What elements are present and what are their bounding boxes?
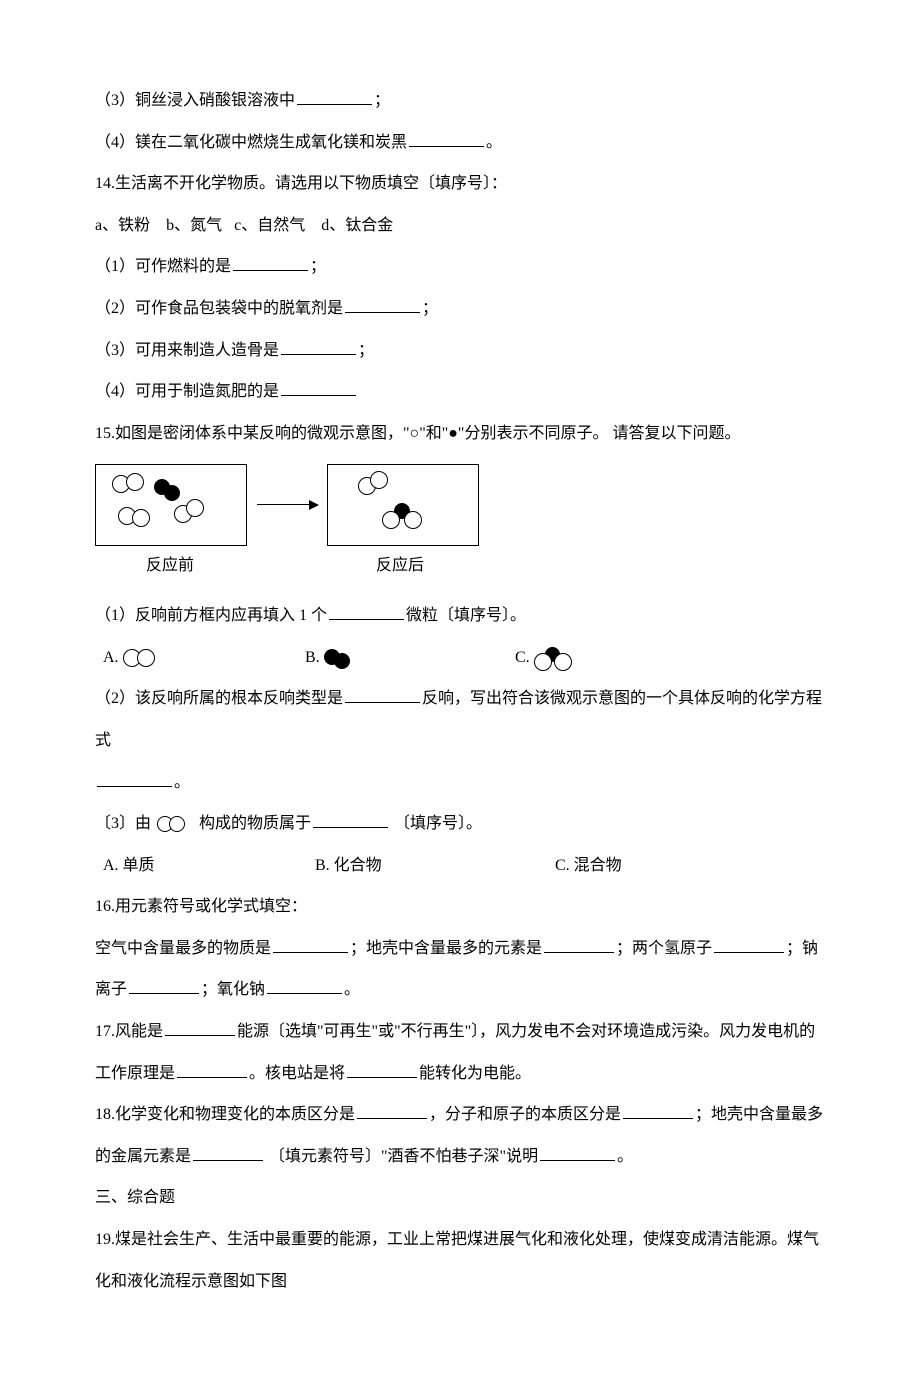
q14-3: （3）可用来制造人造骨是 ；: [95, 330, 830, 372]
blank: [345, 685, 420, 704]
q15-1-options: A. B. C.: [95, 637, 830, 679]
q16-body: 空气中含量最多的物质是；地壳中含量最多的元素是；两个氢原子；钠离子；氧化钠。: [95, 928, 830, 1011]
q16-stem: 16.用元素符号或化学式填空：: [95, 886, 830, 928]
blank: [409, 128, 484, 147]
q14-2: （2）可作食品包装袋中的脱氧剂是 ；: [95, 288, 830, 330]
q14-4-text: （4）可用于制造氮肥的是: [95, 383, 279, 400]
q14-1-text: （1）可作燃料的是: [95, 258, 231, 275]
q14-1-tail: ；: [310, 258, 326, 275]
q15-3-tail: 〔填序号〕。: [390, 815, 482, 832]
q14-3-tail: ；: [358, 342, 374, 359]
q15-2-tail: 。: [95, 762, 830, 804]
opt-c-label: C.: [515, 649, 534, 666]
q13-4-text: （4）镁在二氧化碳中燃烧生成氧化镁和炭黑: [95, 134, 407, 151]
q19: 19.煤是社会生产、生活中最重要的能源，工业上常把煤进展气化和液化处理，使煤变成…: [95, 1219, 830, 1302]
molecule-oo-icon: [157, 815, 193, 833]
molecule-ff-icon: [324, 647, 364, 669]
q15-2a: （2）该反响所属的根本反响类型是: [95, 690, 343, 707]
opt-a-label: A.: [103, 649, 123, 666]
q17-d: 能转化为电能。: [419, 1065, 531, 1082]
option-a: A. 单质: [95, 845, 315, 887]
q17-a: 17.风能是: [95, 1023, 163, 1040]
label-after: 反应后: [325, 552, 475, 581]
blank: [329, 602, 404, 621]
blank: [273, 934, 348, 953]
box-after: [327, 464, 479, 546]
label-before: 反应前: [95, 552, 245, 581]
q14-2-tail: ；: [422, 300, 438, 317]
blank: [281, 378, 356, 397]
q18: 18.化学变化和物理变化的本质区分是，分子和原子的本质区分是；地壳中含量最多的金…: [95, 1094, 830, 1177]
q15-stem: 15.如图是密闭体系中某反响的微观示意图，"○"和"●"分别表示不同原子。 请答…: [95, 413, 830, 455]
q16-a: 空气中含量最多的物质是: [95, 940, 271, 957]
q15-1-tail: 微粒〔填序号〕。: [406, 607, 526, 624]
blank: [313, 810, 388, 829]
opt-a-text: A. 单质: [103, 857, 155, 874]
q15-3b: 构成的物质属于: [199, 815, 311, 832]
q18-tail: 。: [617, 1148, 633, 1165]
option-b: B. 化合物: [315, 845, 555, 887]
q18-a: 18.化学变化和物理变化的本质区分是: [95, 1106, 355, 1123]
option-c: C.: [515, 637, 830, 679]
diagram-labels: 反应前 反应后: [95, 550, 830, 581]
arrow-icon: [247, 464, 327, 544]
q13-3-text: （3）铜丝浸入硝酸银溶液中: [95, 92, 295, 109]
q15-2: （2）该反响所属的根本反响类型是反响，写出符合该微观示意图的一个具体反响的化学方…: [95, 678, 830, 761]
blank: [623, 1101, 693, 1120]
q15-1: （1）反响前方框内应再填入 1 个 微粒〔填序号〕。: [95, 595, 830, 637]
blank: [233, 253, 308, 272]
q13-3: （3）铜丝浸入硝酸银溶液中 ；: [95, 80, 830, 122]
q17: 17.风能是能源〔选填"可再生"或"不行再生"〕，风力发电不会对环境造成污染。风…: [95, 1011, 830, 1094]
q16-tail: 。: [344, 981, 360, 998]
blank: [129, 976, 199, 995]
q15-3: 〔3〕由 构成的物质属于 〔填序号〕。: [95, 803, 830, 845]
blank: [97, 768, 172, 787]
q14-options: a、铁粉 b、氮气 c、自然气 d、钛合金: [95, 205, 830, 247]
blank: [357, 1101, 427, 1120]
blank: [177, 1059, 247, 1078]
q14-3-text: （3）可用来制造人造骨是: [95, 342, 279, 359]
blank: [347, 1059, 417, 1078]
q15-2-tail-text: 。: [174, 774, 190, 791]
option-a: A.: [95, 637, 305, 679]
q15-3a: 〔3〕由: [95, 815, 151, 832]
blank: [345, 294, 420, 313]
q14-stem: 14.生活离不开化学物质。请选用以下物质填空〔填序号〕：: [95, 163, 830, 205]
option-c: C. 混合物: [555, 845, 830, 887]
option-b: B.: [305, 637, 515, 679]
q18-b: ，分子和原子的本质区分是: [429, 1106, 621, 1123]
q16-e: ；氧化钠: [201, 981, 265, 998]
q13-4-tail: 。: [486, 134, 502, 151]
blank: [281, 336, 356, 355]
q14-4: （4）可用于制造氮肥的是: [95, 371, 830, 413]
q15-1-text: （1）反响前方框内应再填入 1 个: [95, 607, 327, 624]
q16-c: ；两个氢原子: [616, 940, 712, 957]
q14-1: （1）可作燃料的是 ；: [95, 246, 830, 288]
blank: [544, 934, 614, 953]
reaction-diagram: [95, 464, 830, 546]
q18-d: 〔填元素符号〕"酒香不怕巷子深"说明: [265, 1148, 538, 1165]
blank: [540, 1142, 615, 1161]
box-before: [95, 464, 247, 546]
section-3-heading: 三、综合题: [95, 1177, 830, 1219]
q15-3-options: A. 单质 B. 化合物 C. 混合物: [95, 845, 830, 887]
blank: [714, 934, 784, 953]
blank: [165, 1017, 235, 1036]
q14-2-text: （2）可作食品包装袋中的脱氧剂是: [95, 300, 343, 317]
q13-4: （4）镁在二氧化碳中燃烧生成氧化镁和炭黑 。: [95, 122, 830, 164]
molecule-oo-icon: [123, 647, 163, 669]
q13-3-tail: ；: [374, 92, 390, 109]
molecule-foo-icon: [534, 647, 578, 669]
opt-b-label: B.: [305, 649, 324, 666]
blank: [297, 86, 372, 105]
blank: [267, 976, 342, 995]
q16-b: ；地壳中含量最多的元素是: [350, 940, 542, 957]
q17-c: 。核电站是将: [249, 1065, 345, 1082]
blank: [193, 1142, 263, 1161]
